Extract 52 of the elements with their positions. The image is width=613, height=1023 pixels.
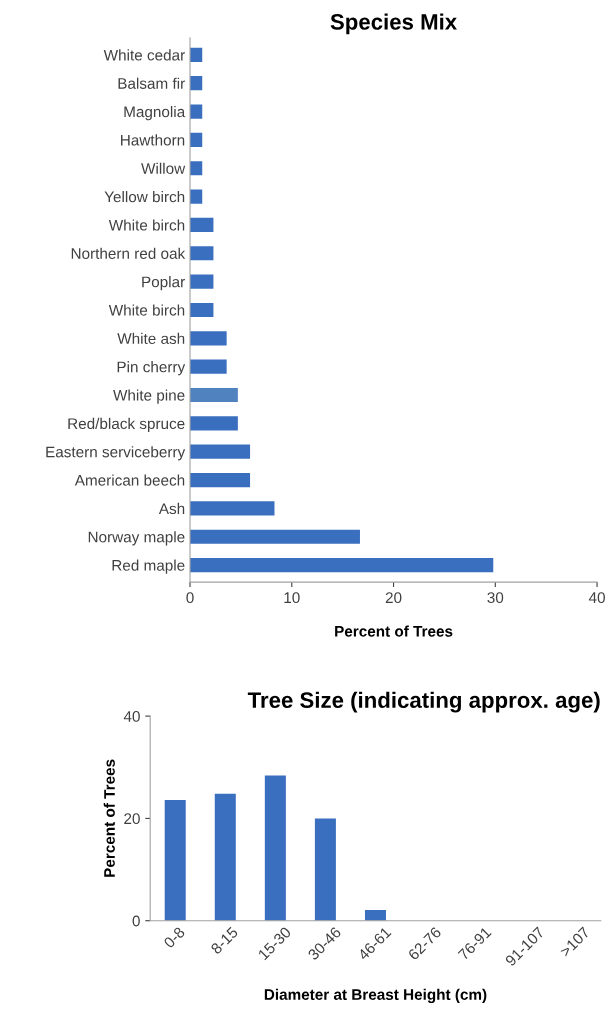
- y-tick-label: 0: [132, 915, 140, 927]
- bar: [190, 557, 494, 573]
- x-tick-label: 30: [487, 592, 504, 604]
- bar: [314, 818, 336, 921]
- bar: [190, 104, 203, 119]
- y-tick-label: Ash: [158, 502, 185, 515]
- chart-title: Species Mix: [330, 13, 457, 35]
- y-tick-label: Magnolia: [124, 106, 186, 121]
- y-tick-label: White cedar: [103, 49, 185, 61]
- chart-title: Tree Size (indicating approx. age): [247, 691, 600, 713]
- y-tick-label: 40: [123, 710, 140, 722]
- y-tick-label: Yellow birch: [104, 191, 185, 203]
- bar: [190, 302, 214, 318]
- bar: [190, 246, 214, 261]
- x-tick-label: 0: [186, 592, 194, 604]
- bar: [190, 217, 214, 233]
- y-tick-label: Willow: [141, 162, 186, 174]
- bar: [214, 793, 236, 921]
- y-tick-label: Hawthorn: [121, 134, 185, 146]
- bar: [190, 331, 227, 346]
- y-tick-label: White pine: [113, 389, 185, 404]
- y-tick-label: Northern red oak: [71, 247, 186, 259]
- bar: [190, 387, 238, 403]
- y-axis-title: Percent of Trees: [103, 759, 115, 877]
- y-tick-label: American beech: [74, 474, 185, 486]
- y-tick-label: White birch: [108, 304, 185, 316]
- bar: [190, 416, 238, 431]
- bar: [164, 799, 186, 921]
- bar: [190, 359, 227, 374]
- y-tick-label: Pin cherry: [117, 361, 186, 376]
- bar: [190, 274, 214, 289]
- y-tick-label: Red/black spruce: [68, 417, 185, 433]
- x-tick-label: 20: [385, 592, 402, 604]
- x-tick-label: 0-8: [163, 926, 186, 949]
- y-tick-label: Red maple: [112, 559, 185, 574]
- bar: [264, 775, 286, 921]
- x-tick-label: 10: [284, 592, 300, 604]
- y-tick-label: Poplar: [142, 276, 185, 291]
- bar: [190, 501, 275, 516]
- bar: [190, 472, 251, 488]
- x-axis-title: Percent of Trees: [335, 625, 453, 637]
- bar: [364, 909, 386, 921]
- bar: [190, 444, 251, 459]
- y-tick-label: White ash: [117, 332, 185, 344]
- x-tick-label: 40: [588, 592, 605, 604]
- y-tick-label: 20: [124, 813, 140, 825]
- bar: [190, 529, 360, 544]
- y-tick-label: White birch: [108, 219, 185, 231]
- y-tick-label: Norway maple: [88, 531, 185, 546]
- y-tick-label: Balsam fir: [118, 77, 185, 89]
- y-tick-label: Eastern serviceberry: [46, 446, 186, 461]
- x-axis-title: Diameter at Breast Height (cm): [264, 988, 487, 1004]
